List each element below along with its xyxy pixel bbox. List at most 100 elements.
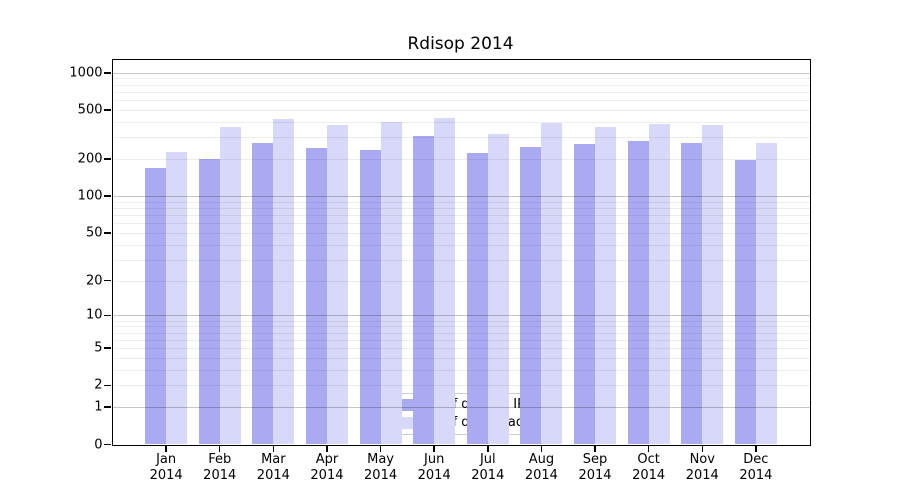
- x-tick-label-mar-2014: Mar 2014: [257, 452, 290, 484]
- bar-downloads-jul-2014: [487, 133, 509, 445]
- plot-area: Nb of distinct IPs Nb of downloads 0 1 2 5 1…: [69, 58, 811, 483]
- x-tick-label-line: Dec: [743, 451, 769, 467]
- y-tick-mark-10: [104, 314, 111, 317]
- gridline-minor-40: [112, 244, 810, 246]
- x-tick-label-line: Aug: [528, 451, 555, 467]
- gridline-minor-3: [112, 369, 810, 371]
- bar-distinct-ips-oct-2014: [627, 141, 649, 445]
- gridline-minor-80: [112, 208, 810, 210]
- x-tick-label-nov-2014: Nov 2014: [686, 452, 719, 484]
- bar-distinct-ips-aug-2014: [520, 146, 542, 445]
- gridline-minor-50: [112, 232, 810, 234]
- x-tick-mark-may-2014: [379, 446, 382, 452]
- y-tick-mark-50: [104, 232, 111, 234]
- bar-distinct-ips-jun-2014: [413, 135, 435, 445]
- x-tick-label-line: 2014: [203, 467, 237, 483]
- bar-downloads-dec-2014: [755, 143, 777, 445]
- bar-distinct-ips-feb-2014: [198, 159, 220, 445]
- bar-distinct-ips-jan-2014: [145, 168, 167, 445]
- x-tick-label-line: Feb: [208, 451, 232, 467]
- bar-downloads-oct-2014: [648, 124, 670, 445]
- x-tick-label-line: Mar: [261, 451, 286, 467]
- y-tick-label-50: 50: [85, 225, 103, 241]
- gridline-major-100: [112, 196, 810, 198]
- x-tick-label-aug-2014: Aug 2014: [525, 452, 558, 484]
- x-tick-label-line: 2014: [256, 467, 290, 483]
- y-tick-mark-20: [104, 279, 111, 282]
- gridline-major-1: [112, 407, 810, 409]
- gridline-minor-30: [112, 259, 810, 261]
- x-tick-label-line: Oct: [637, 451, 660, 467]
- gridline-minor-60: [112, 223, 810, 225]
- gridline-minor-9: [112, 320, 810, 322]
- x-tick-label-oct-2014: Oct 2014: [632, 452, 665, 484]
- x-tick-label-line: 2014: [578, 467, 612, 483]
- gridline-minor-8: [112, 326, 810, 328]
- x-tick-label-line: Jul: [479, 451, 496, 467]
- bar-downloads-nov-2014: [702, 125, 724, 445]
- x-tick-label-line: Sep: [582, 451, 608, 467]
- legend-entry-distinct-ips: Nb of distinct IPs: [387, 397, 539, 412]
- x-tick-label-line: Jan: [156, 451, 177, 467]
- x-tick-label-jan-2014: Jan 2014: [150, 452, 183, 484]
- y-tick-mark-1000: [104, 72, 111, 74]
- y-tick-mark-1: [104, 406, 111, 408]
- x-tick-label-line: 2014: [471, 467, 505, 483]
- gridline-minor-400: [112, 121, 810, 123]
- gridline-minor-300: [112, 137, 810, 139]
- x-tick-mark-apr-2014: [326, 446, 328, 452]
- bar-distinct-ips-mar-2014: [252, 143, 274, 445]
- y-tick-label-500: 500: [77, 102, 103, 118]
- x-tick-label-jun-2014: Jun 2014: [418, 452, 451, 484]
- x-tick-label-line: Nov: [689, 451, 715, 467]
- legend-entry-downloads: Nb of downloads: [387, 415, 539, 430]
- y-tick-label-5: 5: [94, 340, 103, 356]
- y-tick-label-0: 0: [94, 437, 103, 452]
- y-tick-label-1: 1: [94, 399, 103, 415]
- gridline-minor-500: [112, 109, 810, 111]
- bar-distinct-ips-jul-2014: [466, 153, 488, 445]
- x-tick-label-line: 2014: [524, 467, 558, 483]
- y-tick-label-100: 100: [77, 188, 103, 204]
- x-tick-label-line: 2014: [310, 467, 344, 483]
- gridline-minor-70: [112, 215, 810, 217]
- x-tick-label-dec-2014: Dec 2014: [739, 452, 772, 484]
- gridline-minor-7: [112, 332, 810, 334]
- x-tick-mark-jun-2014: [433, 446, 435, 452]
- y-tick-label-1000: 1000: [69, 65, 103, 81]
- bar-downloads-apr-2014: [326, 125, 348, 445]
- x-tick-mark-jan-2014: [165, 446, 167, 452]
- x-tick-label-line: 2014: [685, 467, 719, 483]
- x-tick-mark-sep-2014: [594, 446, 596, 452]
- y-tick-label-2: 2: [94, 377, 103, 393]
- bar-downloads-feb-2014: [219, 127, 241, 445]
- y-tick-label-20: 20: [85, 273, 103, 289]
- gridline-major-1000: [112, 72, 810, 74]
- x-tick-label-sep-2014: Sep 2014: [578, 452, 611, 484]
- gridline-minor-20: [112, 280, 810, 282]
- x-tick-label-line: Apr: [315, 451, 339, 467]
- bar-distinct-ips-nov-2014: [681, 143, 703, 445]
- y-tick-mark-0: [104, 443, 111, 446]
- x-tick-label-line: 2014: [149, 467, 183, 483]
- y-tick-mark-2: [104, 384, 111, 387]
- bar-downloads-sep-2014: [595, 127, 617, 445]
- x-tick-mark-dec-2014: [755, 446, 757, 452]
- x-tick-mark-nov-2014: [701, 446, 704, 452]
- chart-title: Rdisop 2014: [407, 34, 514, 54]
- x-tick-mark-oct-2014: [647, 446, 650, 452]
- x-tick-label-line: May: [367, 451, 395, 467]
- gridline-minor-600: [112, 100, 810, 102]
- x-tick-label-may-2014: May 2014: [364, 452, 397, 484]
- gridline-minor-200: [112, 159, 810, 161]
- gridline-minor-90: [112, 201, 810, 203]
- x-tick-mark-aug-2014: [540, 446, 543, 452]
- x-tick-label-line: 2014: [632, 467, 666, 483]
- x-tick-label-jul-2014: Jul 2014: [471, 452, 504, 484]
- x-tick-label-line: 2014: [417, 467, 451, 483]
- x-tick-mark-feb-2014: [218, 446, 221, 452]
- gridline-minor-6: [112, 339, 810, 341]
- y-tick-mark-200: [104, 158, 111, 160]
- bar-distinct-ips-sep-2014: [574, 144, 596, 445]
